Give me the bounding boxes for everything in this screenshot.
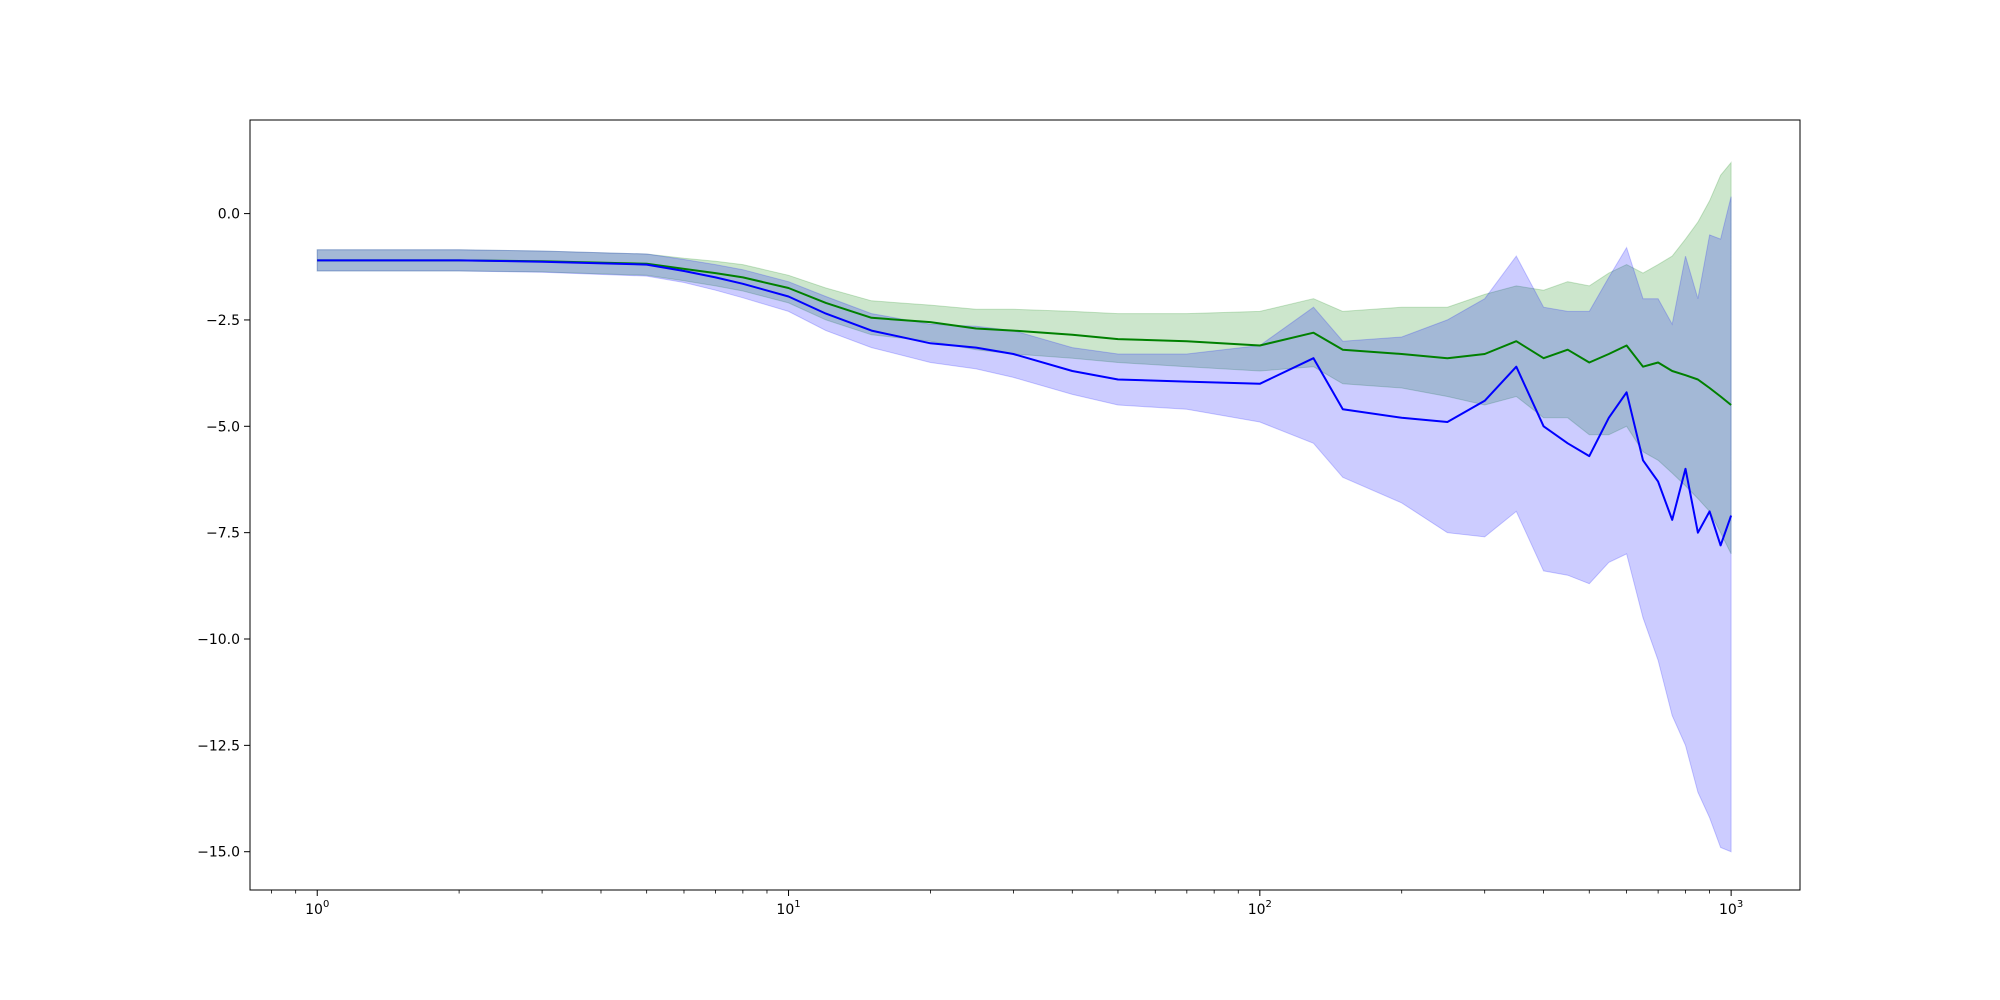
x-axis: 100 101 102 103: [271, 890, 1743, 918]
y-tick-label: 0.0: [218, 207, 240, 223]
y-tick-label: −5.0: [206, 419, 240, 435]
series-lines: [317, 259, 1733, 547]
x-tick-label: 102: [1248, 899, 1272, 918]
y-tick-label: −7.5: [206, 526, 240, 542]
x-tick-label-exponent: 2: [1266, 899, 1272, 910]
x-tick-label: 100: [305, 899, 329, 918]
series-1-band: [316, 161, 1732, 555]
x-tick-label-base: 10: [305, 902, 323, 918]
series-2-line: [317, 259, 1733, 547]
y-tick-label: −10.0: [197, 632, 240, 648]
y-tick-label: −12.5: [197, 738, 240, 754]
x-tick-label: 103: [1719, 899, 1743, 918]
x-tick-label-exponent: 1: [794, 899, 800, 910]
x-tick-label-base: 10: [1719, 902, 1737, 918]
series-1-line: [317, 259, 1732, 406]
plot-frame: [249, 119, 1801, 891]
x-tick-label-base: 10: [1248, 902, 1266, 918]
y-tick-label: −15.0: [197, 845, 240, 861]
x-tick-label-exponent: 3: [1737, 899, 1743, 910]
x-tick-label-base: 10: [776, 902, 794, 918]
y-axis: 0.0 −2.5 −5.0 −7.5 −10.0 −12.5 −15.0: [197, 207, 250, 861]
y-tick-label: −2.5: [206, 313, 240, 329]
x-tick-label-exponent: 0: [323, 899, 329, 910]
x-tick-label: 101: [776, 899, 800, 918]
